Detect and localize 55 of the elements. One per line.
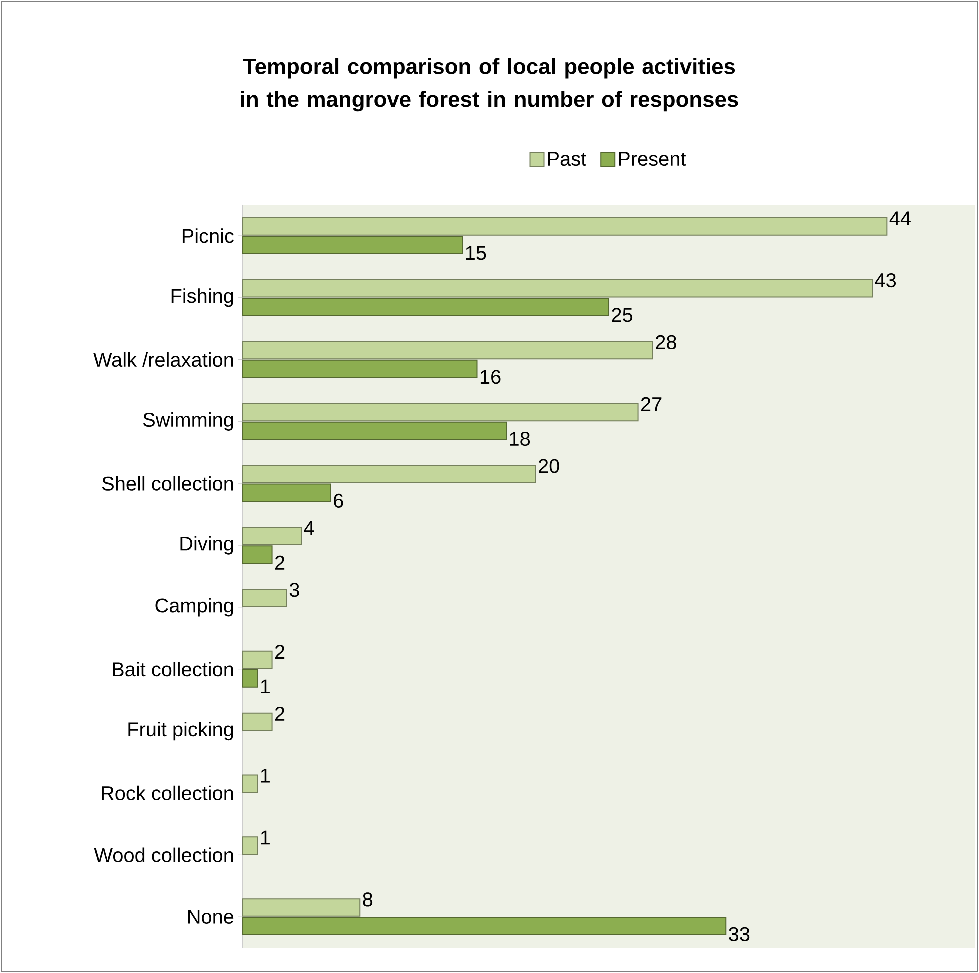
y-tick-label: Fishing	[172, 288, 234, 308]
bar	[242, 527, 302, 546]
bar	[242, 422, 508, 440]
bar	[242, 774, 258, 794]
legend-label: Past	[548, 152, 586, 166]
bar	[242, 341, 654, 360]
data-label: 3	[290, 583, 300, 598]
data-label: 25	[612, 308, 633, 322]
y-tick-label: Swimming	[144, 412, 234, 431]
y-tick-label: Bait collection	[113, 662, 234, 677]
y-tick-label: Camping	[156, 598, 234, 617]
data-label: 6	[334, 494, 344, 508]
y-tick-label: Diving	[180, 536, 234, 555]
bar	[242, 836, 258, 855]
bar	[242, 279, 874, 298]
bar	[242, 898, 361, 917]
data-label: 43	[875, 273, 896, 288]
data-label: 1	[261, 769, 270, 783]
data-label: 18	[510, 432, 530, 446]
bar	[242, 669, 258, 688]
y-tick-label: Wood collection	[94, 848, 234, 862]
data-label: 2	[275, 645, 285, 659]
data-label: 4	[304, 521, 314, 536]
bar	[242, 484, 332, 502]
chart-title: Temporal comparison of local people activities in the mangrove forest in number of responses	[241, 58, 738, 112]
bar	[242, 217, 888, 236]
bar	[242, 650, 273, 670]
y-tick-label: Fruit picking	[128, 722, 234, 741]
bar	[242, 712, 273, 732]
y-tick-label: Shell collection	[102, 476, 234, 491]
bar	[242, 465, 536, 484]
y-tick-label: Rock collection	[102, 786, 234, 801]
y-tick-label: Picnic	[182, 228, 234, 244]
bar	[242, 236, 464, 254]
data-label: 20	[539, 459, 560, 474]
data-label: 33	[729, 927, 750, 942]
legend-label: Present	[619, 152, 686, 166]
data-label: 15	[466, 246, 486, 260]
data-label: 8	[363, 892, 373, 907]
bar	[242, 298, 610, 316]
bar	[242, 588, 288, 608]
data-label: 28	[656, 335, 676, 350]
y-tick-label: Walk /relaxation	[94, 352, 234, 368]
data-label: 16	[480, 370, 501, 384]
bar	[242, 360, 478, 378]
bar	[242, 403, 639, 422]
data-label: 27	[641, 397, 662, 412]
data-label: 1	[261, 680, 270, 694]
data-label: 1	[261, 830, 270, 845]
data-label: 2	[275, 556, 285, 570]
bar	[242, 546, 273, 564]
y-tick-label: None	[188, 910, 234, 924]
data-label: 44	[890, 212, 911, 226]
bar	[242, 917, 727, 936]
data-label: 2	[275, 707, 285, 721]
